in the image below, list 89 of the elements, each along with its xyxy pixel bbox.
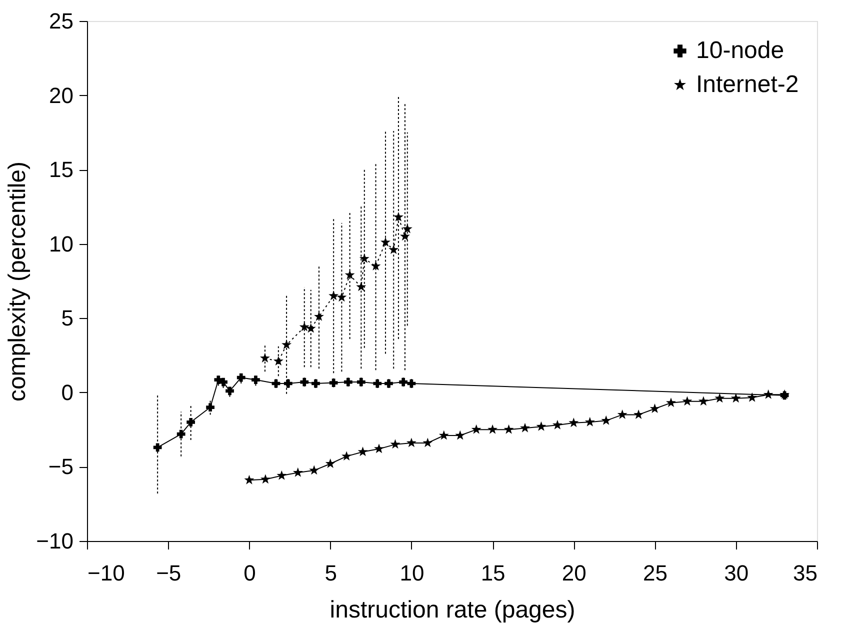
y-tick-label: 20	[49, 82, 74, 108]
point	[325, 458, 336, 468]
point	[176, 430, 186, 438]
point	[399, 378, 408, 386]
point	[292, 467, 303, 477]
y-tick-label: 10	[49, 231, 74, 256]
y-tick-label: 15	[49, 157, 74, 182]
point	[358, 446, 368, 456]
y-tick-label: 25	[49, 8, 74, 34]
point	[406, 438, 416, 448]
point	[763, 389, 774, 399]
point	[422, 438, 433, 448]
point	[471, 424, 482, 434]
point	[276, 470, 287, 480]
point	[730, 393, 741, 403]
x-axis-title: instruction rate (pages)	[330, 596, 576, 624]
point	[206, 403, 214, 412]
point	[438, 430, 449, 440]
x-tick-label: 30	[724, 560, 749, 586]
point	[488, 424, 498, 434]
y-tick-label: 5	[61, 306, 74, 331]
x-tick-label: 35	[793, 560, 818, 586]
point	[520, 422, 530, 432]
point	[300, 378, 309, 386]
x-tick-label: 5	[324, 560, 337, 586]
point	[634, 409, 644, 419]
legend-label: Internet-2	[696, 71, 799, 98]
point	[284, 379, 292, 388]
point	[344, 378, 352, 386]
point	[219, 378, 228, 386]
point	[306, 323, 316, 333]
point	[329, 378, 338, 387]
point	[388, 244, 399, 254]
point	[359, 253, 370, 263]
point	[400, 231, 410, 241]
point	[455, 430, 466, 440]
point	[282, 340, 292, 350]
point	[536, 421, 546, 431]
point	[601, 415, 612, 425]
point	[260, 474, 270, 484]
point	[236, 373, 246, 382]
point	[384, 379, 393, 388]
point	[617, 409, 628, 419]
point	[393, 212, 404, 222]
x-tick-label: 10	[400, 560, 424, 586]
point	[380, 237, 390, 247]
point	[344, 270, 355, 280]
point	[244, 474, 254, 484]
point	[682, 396, 692, 406]
point	[402, 224, 412, 234]
point	[226, 386, 234, 396]
point	[252, 376, 260, 384]
point	[328, 290, 339, 300]
x-tick-label: −5	[156, 560, 182, 586]
point	[374, 444, 384, 454]
x-tick-label: 15	[480, 560, 506, 586]
y-tick-label: −10	[36, 528, 74, 554]
point	[336, 292, 347, 302]
point	[356, 282, 366, 292]
point	[714, 393, 725, 403]
point	[153, 443, 162, 452]
x-tick-label: 20	[562, 560, 586, 586]
point	[390, 439, 400, 449]
point	[504, 424, 514, 434]
point	[260, 353, 270, 362]
point	[342, 451, 352, 461]
legend-label: 10-node	[696, 37, 784, 64]
point	[186, 418, 196, 426]
point	[314, 311, 324, 321]
point	[309, 465, 320, 475]
point	[698, 396, 708, 406]
point	[650, 404, 660, 414]
y-tick-label: 0	[61, 380, 74, 405]
point	[299, 322, 310, 332]
x-tick-label: 0	[244, 560, 256, 586]
point	[666, 398, 676, 408]
point	[312, 379, 320, 388]
point	[747, 392, 758, 402]
y-axis-title: complexity (percentile)	[4, 161, 32, 402]
x-tick-label: −10	[88, 560, 125, 586]
point	[552, 420, 562, 430]
point	[273, 356, 284, 366]
point	[568, 418, 579, 428]
x-tick-label: 25	[643, 560, 668, 586]
point	[370, 260, 381, 270]
y-tick-label: −5	[48, 454, 74, 480]
point	[584, 416, 595, 426]
point	[356, 378, 366, 386]
point	[373, 379, 382, 388]
